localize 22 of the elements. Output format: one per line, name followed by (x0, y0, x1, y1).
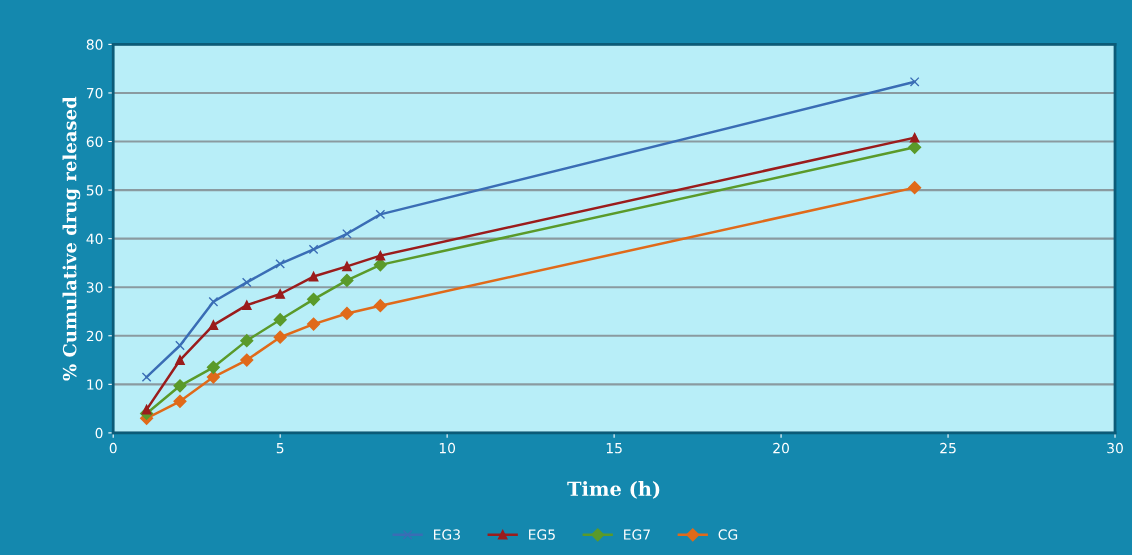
x-axis-title: Time (h) (567, 481, 660, 499)
legend-label: EG7 (624, 529, 650, 540)
y-tick-label: 30 (86, 282, 103, 293)
y-tick-label: 80 (86, 39, 103, 50)
y-tick-label: 50 (86, 185, 103, 196)
y-tick-label: 0 (95, 427, 103, 439)
legend-label: EG3 (434, 529, 460, 540)
x-tick-label: 25 (940, 442, 956, 454)
y-tick-label: 40 (86, 233, 103, 245)
legend-label: CG (718, 529, 738, 540)
x-tick-label: 15 (606, 443, 622, 454)
legend-label: EG5 (529, 529, 555, 540)
x-tick-label: 20 (773, 442, 789, 454)
y-tick-label: 60 (86, 136, 103, 147)
y-tick-label: 20 (86, 330, 103, 342)
x-tick-label: 30 (1107, 442, 1123, 454)
x-tick-label: 10 (439, 442, 456, 454)
y-tick-label: 10 (87, 379, 103, 390)
x-tick-label: 0 (109, 442, 117, 454)
x-tick-label: 5 (276, 443, 284, 454)
y-axis-title: % Cumulative drug released (62, 96, 81, 381)
y-tick-label: 70 (86, 87, 103, 99)
